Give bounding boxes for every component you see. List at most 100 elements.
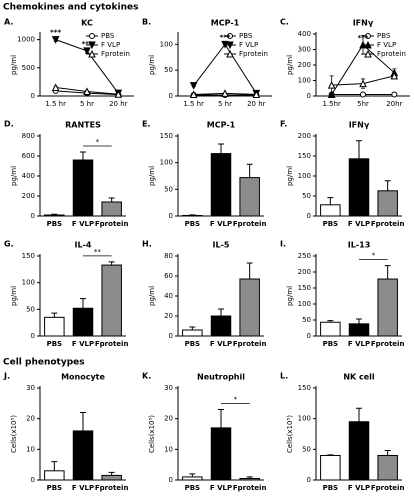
x-tick-label: F VLP <box>210 340 232 348</box>
legend-marker <box>226 49 234 58</box>
x-tick-label: 5 hr <box>80 100 94 108</box>
legend-marker <box>227 33 233 39</box>
panel-letter: E. <box>142 120 151 129</box>
bar <box>348 158 370 217</box>
panel-title: NK cell <box>343 373 375 382</box>
x-tick-label: PBS <box>47 340 63 348</box>
legend-marker <box>364 49 372 58</box>
y-tick-label: 0 <box>307 332 311 340</box>
error-bar <box>108 261 115 266</box>
bar <box>72 430 94 481</box>
y-tick-label: 0 <box>169 332 173 340</box>
significance-label: ** <box>94 248 102 256</box>
panel-letter: A. <box>4 18 13 27</box>
panel-letter: K. <box>142 372 151 381</box>
y-axis-label: pg/ml <box>148 55 156 75</box>
y-tick-label: 0 <box>31 332 35 340</box>
y-tick-label: 150 <box>22 252 35 260</box>
error-bar <box>218 143 224 154</box>
x-tick-label: F VLP <box>348 220 370 228</box>
bar <box>182 476 203 481</box>
y-tick-label: 60 <box>164 272 173 280</box>
y-axis-label: pg/ml <box>286 55 294 75</box>
y-tick-label: 600 <box>22 152 35 160</box>
marker <box>189 90 198 98</box>
error-bar <box>384 180 391 191</box>
panel-letter: G. <box>4 240 14 249</box>
bar <box>101 474 122 481</box>
y-tick-label: 100 <box>298 77 311 85</box>
bar <box>377 190 398 217</box>
legend-label: PBS <box>239 32 253 40</box>
bar <box>377 278 398 337</box>
section-heading: Chemokines and cytokines <box>3 3 138 13</box>
error-bar <box>51 213 58 215</box>
y-tick-label: 100 <box>298 172 311 180</box>
y-tick-label: 20 <box>26 415 35 423</box>
y-axis-label: Cells(x10⁵) <box>148 415 156 453</box>
x-tick-label: Fprotein <box>371 484 405 492</box>
y-tick-label: 150 <box>298 384 311 392</box>
x-tick-label: PBS <box>185 484 201 492</box>
panel-title: IFNγ <box>349 121 370 130</box>
y-tick-label: 150 <box>298 152 311 160</box>
significance-label: * <box>372 252 376 260</box>
error-bar <box>189 214 196 216</box>
error-bar <box>80 298 86 309</box>
x-tick-label: Fprotein <box>233 484 267 492</box>
legend-label: PBS <box>101 32 115 40</box>
y-tick-label: 80 <box>164 252 173 260</box>
x-tick-label: Fprotein <box>233 220 267 228</box>
x-tick-label: F VLP <box>348 484 370 492</box>
x-tick-label: F VLP <box>72 484 94 492</box>
y-tick-label: 100 <box>160 40 173 48</box>
y-tick-label: 0 <box>31 212 35 220</box>
y-tick-label: 200 <box>298 61 311 69</box>
panel-title: Monocyte <box>61 373 105 382</box>
bar <box>210 315 232 337</box>
error-bar <box>51 461 58 471</box>
x-tick-label: Fprotein <box>95 220 129 228</box>
error-bar <box>80 412 86 431</box>
x-tick-label: 1.5 hr <box>183 100 204 108</box>
bar <box>182 329 203 337</box>
panel-title: IL-5 <box>213 241 230 250</box>
legend-marker <box>88 41 96 50</box>
bar <box>239 278 260 337</box>
y-axis-label: pg/ml <box>10 286 18 306</box>
significance-label: * <box>234 395 238 403</box>
y-tick-label: 200 <box>298 132 311 140</box>
section-heading: Cell phenotypes <box>3 358 85 368</box>
y-tick-label: 40 <box>164 292 173 300</box>
error-bar <box>108 471 115 476</box>
legend-marker <box>89 33 95 39</box>
bar <box>72 159 94 217</box>
legend-label: PBS <box>377 32 391 40</box>
y-axis-label: pg/ml <box>10 166 18 186</box>
marker <box>221 89 229 97</box>
y-tick-label: 100 <box>160 159 173 167</box>
legend-label: F VLP <box>377 41 396 49</box>
y-axis-label: pg/ml <box>148 286 156 306</box>
marker <box>189 82 198 90</box>
bar <box>348 421 370 481</box>
y-tick-label: 500 <box>22 64 35 72</box>
y-tick-label: 30 <box>26 384 35 392</box>
legend-label: Fprotein <box>101 50 130 58</box>
error-bar <box>327 320 334 323</box>
y-tick-label: 400 <box>22 172 35 180</box>
bar <box>101 201 122 217</box>
bar <box>239 477 260 481</box>
y-axis-label: pg/ml <box>286 286 294 306</box>
marker <box>360 91 366 98</box>
legend-marker <box>365 33 371 39</box>
x-tick-label: Fprotein <box>95 340 129 348</box>
y-tick-label: 50 <box>302 316 311 324</box>
marker <box>252 90 261 98</box>
y-tick-label: 0 <box>31 92 35 100</box>
bar <box>72 307 94 337</box>
y-tick-label: 50 <box>164 66 173 74</box>
y-tick-label: 20 <box>164 312 173 320</box>
marker <box>51 36 60 44</box>
